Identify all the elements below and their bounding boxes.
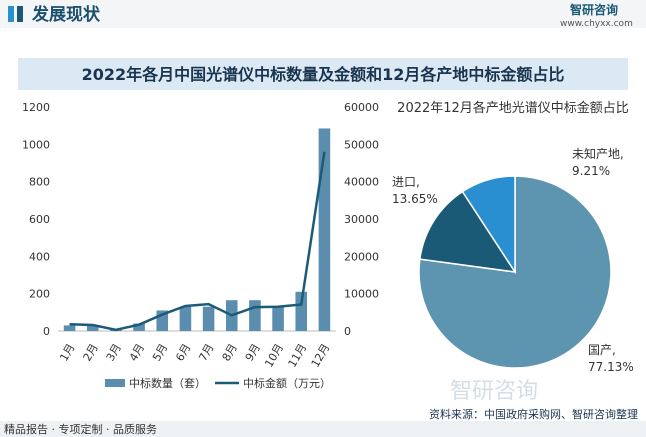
brand: 智研咨询 xyxy=(569,2,618,17)
x-tick-label: 9月 xyxy=(243,341,263,363)
y-tick-label: 800 xyxy=(29,176,50,189)
bar xyxy=(133,323,145,331)
x-tick-label: 6月 xyxy=(173,341,193,363)
source: 资料来源：中国政府采购网、智研咨询整理 xyxy=(429,407,638,421)
pie-value-label: 77.13% xyxy=(588,360,634,374)
x-tick-label: 7月 xyxy=(196,341,216,363)
x-tick-label: 3月 xyxy=(104,341,124,363)
legend-label: 中标金额（万元） xyxy=(243,376,331,390)
y2-tick-label: 30000 xyxy=(344,213,379,226)
site: www.chyxx.com xyxy=(560,19,633,29)
y2-tick-label: 20000 xyxy=(344,250,379,263)
x-tick-label: 2月 xyxy=(81,341,101,363)
legend-label: 中标数量（套） xyxy=(129,376,206,390)
x-tick-label: 8月 xyxy=(220,341,240,363)
y-tick-label: 600 xyxy=(29,213,50,226)
bar xyxy=(249,300,261,331)
pie-slice xyxy=(461,175,516,275)
y-tick-label: 400 xyxy=(29,250,50,263)
y2-tick-label: 60000 xyxy=(344,101,379,114)
bar xyxy=(272,306,284,331)
bar xyxy=(63,325,76,331)
bar xyxy=(202,306,215,331)
footer-bar xyxy=(0,421,646,437)
bar xyxy=(156,310,169,331)
y2-tick-label: 0 xyxy=(344,325,351,338)
watermark: 智研咨询 xyxy=(450,379,538,404)
x-tick-label: 12月 xyxy=(309,341,333,369)
line xyxy=(69,151,326,332)
bar xyxy=(179,306,192,331)
pie-category-label: 进口, xyxy=(392,175,420,189)
x-tick-label: 5月 xyxy=(150,341,170,363)
y2-tick-label: 40000 xyxy=(344,176,379,189)
x-tick-label: 4月 xyxy=(127,341,147,363)
y-tick-label: 1200 xyxy=(22,101,50,114)
header-icon xyxy=(8,6,14,22)
bar xyxy=(295,291,308,331)
pie-title: 2022年12月各产地光谱仪中标金额占比 xyxy=(397,100,629,116)
pie-category-label: 国产, xyxy=(588,343,616,357)
bar xyxy=(318,128,331,331)
header-icon xyxy=(17,6,23,22)
section-title: 发展现状 xyxy=(31,4,101,25)
banner xyxy=(18,58,628,90)
pie-value-label: 13.65% xyxy=(392,192,438,206)
header-bar xyxy=(0,0,646,28)
slogan: 精品报告 · 专项定制 · 品质服务 xyxy=(4,422,157,436)
legend-swatch xyxy=(105,379,125,387)
y-tick-label: 200 xyxy=(29,288,50,301)
y-tick-label: 1000 xyxy=(22,138,50,151)
pie-slice xyxy=(419,190,517,273)
pie-category-label: 未知产地, xyxy=(572,147,624,161)
y2-tick-label: 10000 xyxy=(344,288,379,301)
pie-value-label: 9.21% xyxy=(572,164,610,178)
x-tick-label: 1月 xyxy=(57,341,77,363)
x-tick-label: 11月 xyxy=(286,341,310,369)
banner-title: 2022年各月中国光谱仪中标数量及金额和12月各产地中标金额占比 xyxy=(82,65,565,84)
x-tick-label: 10月 xyxy=(262,341,286,369)
bar xyxy=(86,325,99,331)
y2-tick-label: 50000 xyxy=(344,138,379,151)
y-tick-label: 0 xyxy=(43,325,50,338)
